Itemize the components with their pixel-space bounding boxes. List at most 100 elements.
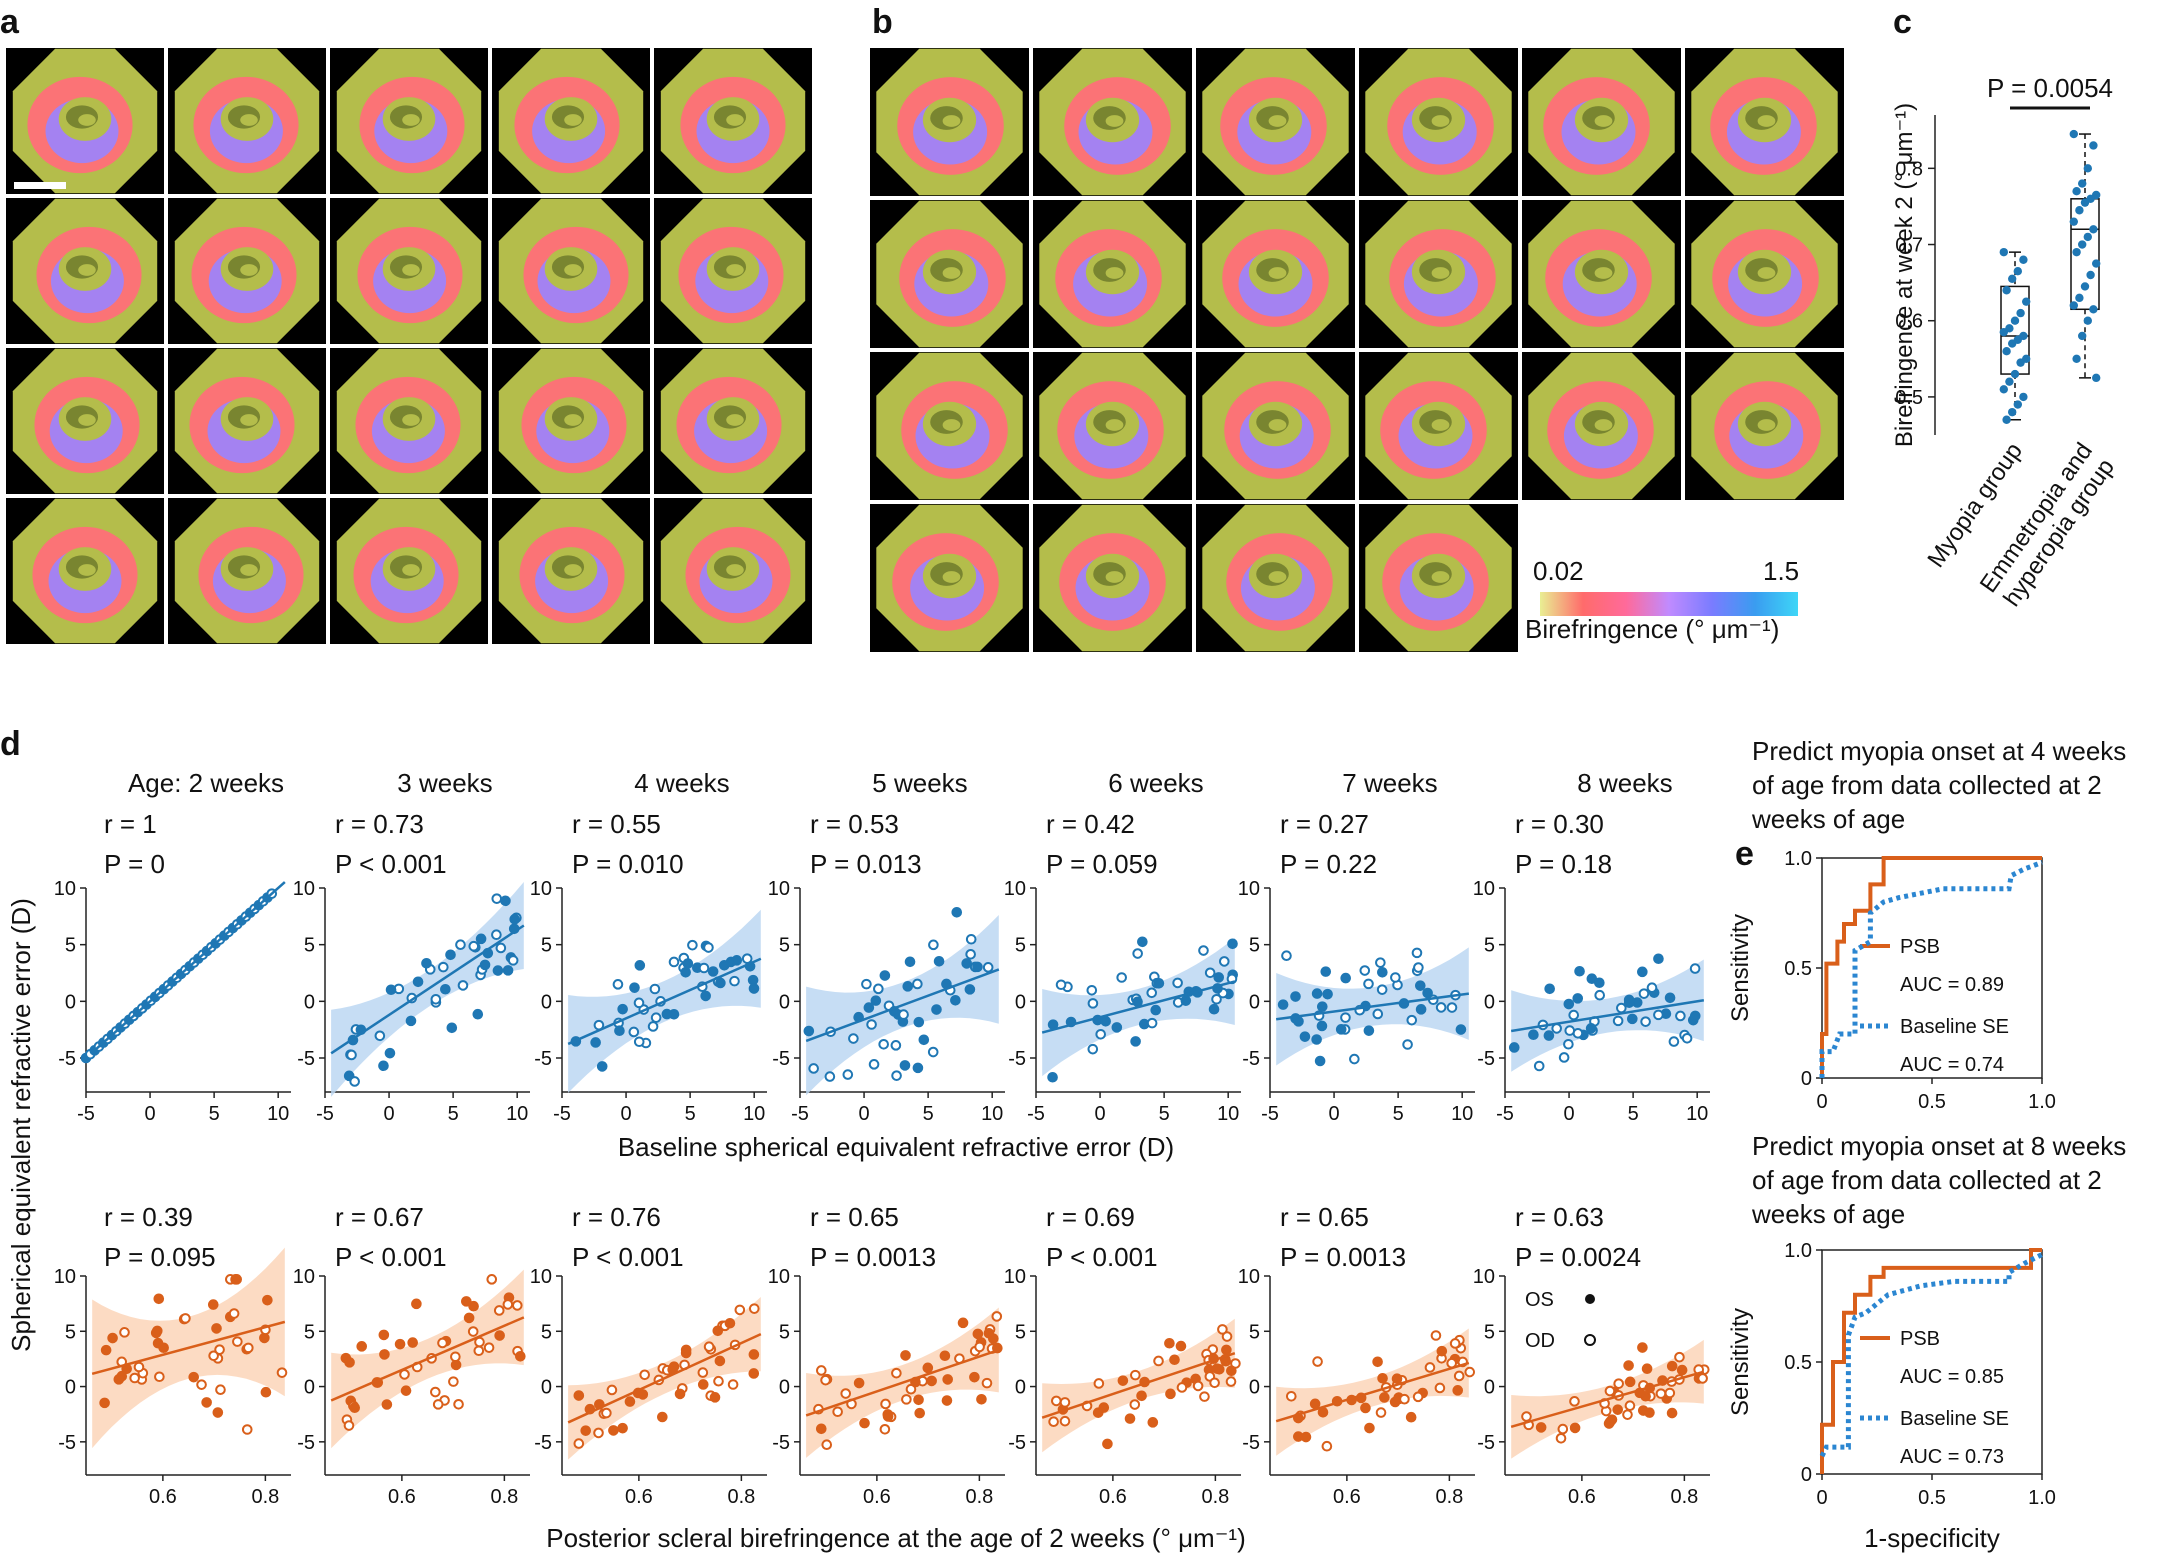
data-point [1047, 1071, 1058, 1083]
data-point [1102, 1438, 1113, 1450]
y-axis-label-c: Birefringence at week 2 (° μm⁻¹) [1891, 103, 1918, 447]
data-point [748, 1349, 760, 1360]
data-point [2008, 274, 2017, 284]
x-tick-label: 0 [1816, 1487, 1827, 1509]
data-point [1594, 977, 1605, 989]
nerve-core [240, 414, 258, 426]
roc-curve-psb [1820, 856, 2042, 1078]
roc-subplot: Predict myopia onset at 4 weeks of age fr… [1727, 736, 2126, 1113]
y-tick-label: 0 [1801, 1068, 1812, 1090]
data-point [1314, 1055, 1326, 1067]
data-point [748, 1368, 760, 1379]
data-point [494, 1330, 505, 1341]
data-point [1521, 1411, 1532, 1422]
data-point [384, 1047, 396, 1059]
roc-title-line: weeks of age [1751, 1199, 1905, 1229]
data-point [2008, 339, 2017, 348]
data-point [346, 1049, 357, 1061]
data-point [2089, 305, 2098, 314]
data-point [232, 1336, 243, 1347]
nerve-core [78, 264, 96, 276]
nerve-core [1757, 419, 1776, 431]
data-point [1363, 978, 1374, 990]
y-tick-label: 5 [1015, 1321, 1026, 1343]
r-value-label: r = 0.67 [335, 1202, 424, 1232]
data-point [1676, 1364, 1688, 1376]
data-point [457, 980, 469, 991]
data-point [870, 995, 882, 1006]
data-point [2002, 286, 2011, 295]
data-point [438, 961, 449, 973]
data-point [378, 1060, 389, 1072]
x-tick-label: 0.6 [149, 1486, 177, 1508]
r-value-label: r = 0.65 [1280, 1202, 1369, 1232]
y-tick-label: 10 [1473, 878, 1495, 900]
x-tick-label: 5 [209, 1103, 220, 1125]
data-point [343, 1420, 355, 1431]
data-point [446, 1022, 458, 1034]
y-tick-label: 0 [1249, 991, 1260, 1013]
data-point [703, 942, 714, 953]
nerve-core [1268, 419, 1287, 431]
x-tick-label: 1.0 [2028, 1487, 2056, 1509]
data-point [1637, 1342, 1648, 1353]
scatter-subplot: 10 5 0 -5 -5 0 5 10 r = 0.30 P = 0.18 8 weeks [1473, 768, 1710, 1125]
data-point [1059, 1397, 1071, 1408]
data-point [1204, 967, 1216, 979]
r-value-label: r = 0.65 [810, 1202, 899, 1232]
y-tick-label: 5 [779, 935, 790, 957]
y-tick-label: 5 [1249, 1321, 1260, 1343]
data-point [680, 1344, 692, 1356]
x-tick-label: 10 [267, 1103, 289, 1125]
data-point [260, 1386, 272, 1398]
data-point [1172, 977, 1183, 989]
data-point [1349, 1053, 1360, 1065]
y-tick-label-c: 0.5 [1895, 387, 1923, 409]
data-point [1508, 1042, 1520, 1053]
data-point [596, 1061, 608, 1072]
r-value-label: r = 0.30 [1515, 809, 1604, 839]
x-tick-label: 5 [923, 1103, 934, 1125]
y-tick-label: 0 [304, 991, 315, 1013]
data-point [2069, 217, 2078, 226]
data-point [727, 1379, 739, 1390]
data-point [2019, 392, 2028, 402]
data-point [880, 1398, 891, 1410]
roc-curve-baseline-se [1819, 860, 2043, 1078]
significance-label: P = 0.0054 [1987, 73, 2113, 103]
data-point [590, 1037, 601, 1048]
data-point [356, 1341, 368, 1352]
data-point [1180, 995, 1192, 1006]
data-point [2089, 225, 2098, 234]
roc-title-line: Predict myopia onset at 4 weeks [1752, 736, 2126, 766]
data-point [868, 1059, 880, 1070]
data-point [1455, 1024, 1467, 1035]
data-point [2083, 164, 2092, 173]
regression-line [1275, 992, 1470, 1021]
data-point [349, 1402, 361, 1414]
data-point [2075, 293, 2084, 303]
y-tick-label: -5 [534, 1432, 552, 1454]
data-point [1364, 1422, 1375, 1434]
data-point [1130, 1369, 1141, 1381]
data-point [1435, 1002, 1447, 1013]
data-point [1612, 1404, 1624, 1415]
y-tick-label: 0.5 [1784, 1352, 1812, 1374]
data-point [1544, 983, 1555, 995]
nerve-core [1431, 571, 1450, 583]
data-point [606, 1384, 618, 1396]
data-point [1316, 1020, 1328, 1032]
birefringence-image [870, 504, 1029, 652]
data-point [816, 1365, 827, 1376]
y-tick-label: 5 [1484, 935, 1495, 957]
x-axis-label-e: 1-specificity [1864, 1523, 2000, 1553]
data-point [1655, 1388, 1667, 1399]
data-point [212, 1407, 224, 1418]
data-point [1175, 1340, 1187, 1352]
data-point [1146, 987, 1158, 999]
data-point [2010, 369, 2020, 379]
colorbar: 0.02 1.5 Birefringence (° μm⁻¹) [1525, 556, 1799, 644]
nerve-core [402, 114, 420, 126]
regression-line [91, 1320, 286, 1376]
data-point [1226, 1365, 1237, 1377]
